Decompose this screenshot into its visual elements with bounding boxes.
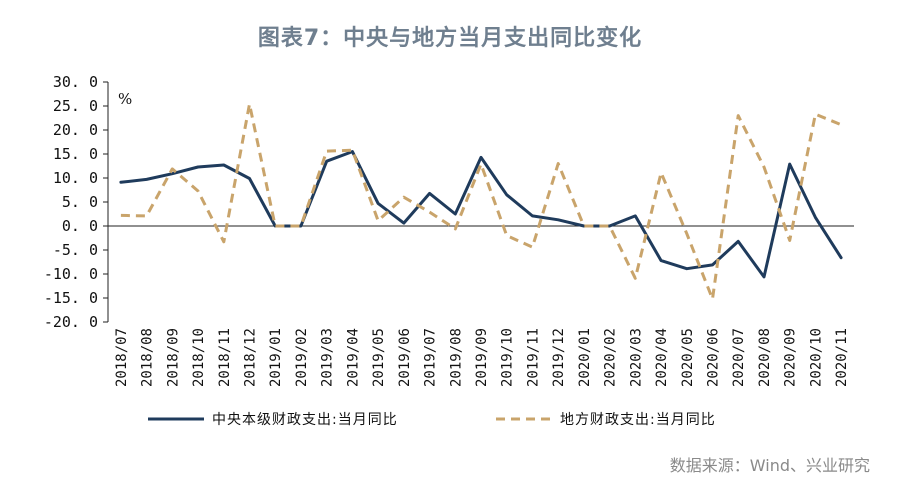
x-tick-label: 2019/03	[320, 328, 336, 387]
x-tick-label: 2018/12	[242, 328, 258, 387]
x-tick-label: 2020/04	[654, 328, 670, 387]
x-tick-label: 2019/04	[345, 328, 361, 387]
x-tick-label: 2019/07	[423, 328, 439, 387]
x-tick-label: 2019/11	[525, 328, 541, 387]
x-tick-label: 2019/06	[397, 328, 413, 387]
y-tick-label: 15. 0	[53, 145, 98, 163]
y-tick-label: 25. 0	[53, 97, 98, 115]
y-tick-label: 30. 0	[53, 73, 98, 91]
x-tick-label: 2020/11	[834, 328, 850, 387]
x-tick-label: 2019/10	[500, 328, 516, 387]
source-note: 数据来源：Wind、兴业研究	[669, 456, 870, 475]
legend-label-1: 中央本级财政支出:当月同比	[212, 412, 398, 428]
y-tick-label: -20. 0	[44, 313, 98, 331]
y-tick-label: -10. 0	[44, 265, 98, 283]
x-tick-label: 2018/11	[217, 328, 233, 387]
y-tick-label: -5. 0	[53, 241, 98, 259]
x-tick-label: 2020/08	[757, 328, 773, 387]
series-line-2	[120, 102, 842, 301]
y-tick-label: 5. 0	[62, 193, 98, 211]
y-tick-label: -15. 0	[44, 289, 98, 307]
x-tick-label: 2020/05	[680, 328, 696, 387]
x-tick-label: 2020/10	[808, 328, 824, 387]
x-tick-label: 2019/05	[371, 328, 387, 387]
x-tick-label: 2019/02	[294, 328, 310, 387]
x-tick-label: 2019/01	[268, 328, 284, 387]
x-tick-label: 2019/09	[474, 328, 490, 387]
x-tick-label: 2020/02	[603, 328, 619, 387]
series-line-1	[119, 150, 843, 279]
x-tick-label: 2020/03	[628, 328, 644, 387]
x-tick-label: 2019/12	[551, 328, 567, 387]
y-tick-label: 0. 0	[62, 217, 98, 235]
x-tick-label: 2018/07	[114, 328, 130, 387]
legend-label-2: 地方财政支出:当月同比	[560, 412, 716, 428]
x-tick-label: 2020/01	[577, 328, 593, 387]
chart-title: 图表7：中央与地方当月支出同比变化	[257, 26, 643, 51]
y-tick-label: 10. 0	[53, 169, 98, 187]
x-tick-label: 2018/09	[165, 328, 181, 387]
unit-label: %	[118, 90, 132, 108]
x-tick-label: 2020/06	[706, 328, 722, 387]
x-tick-label: 2019/08	[448, 328, 464, 387]
x-tick-label: 2018/08	[140, 328, 156, 387]
y-tick-label: 20. 0	[53, 121, 98, 139]
x-tick-label: 2018/10	[191, 328, 207, 387]
x-tick-label: 2020/09	[783, 328, 799, 387]
x-tick-label: 2020/07	[731, 328, 747, 387]
